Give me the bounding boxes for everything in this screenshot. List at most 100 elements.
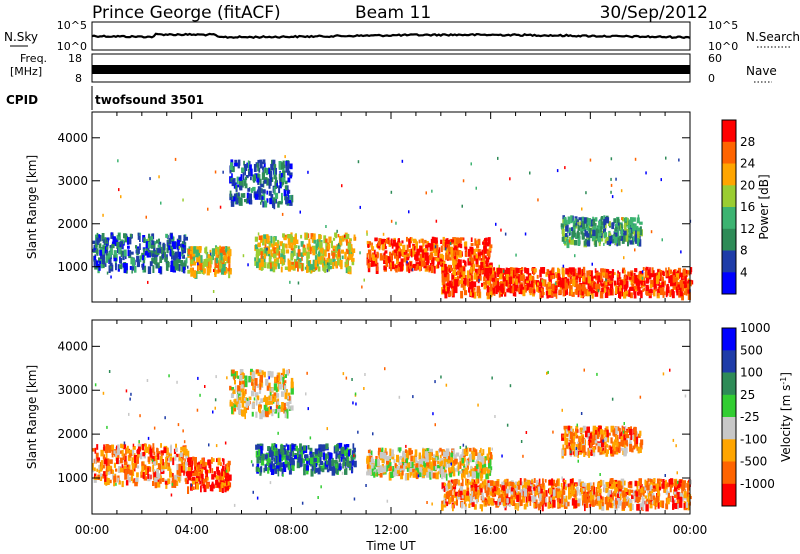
echo-cell <box>325 225 327 228</box>
echo-cell <box>470 251 473 259</box>
echo-cell <box>612 222 615 227</box>
echo-cell <box>631 275 635 282</box>
echo-cell <box>689 270 692 275</box>
echo-cell <box>681 483 683 491</box>
echo-cell <box>599 480 603 486</box>
echo-cell <box>529 171 531 175</box>
echo-cell <box>140 470 144 475</box>
echo-cell <box>215 251 218 260</box>
echo-cell <box>264 177 268 182</box>
echo-cell <box>534 279 537 285</box>
echo-cell <box>446 253 450 260</box>
echo-cell <box>277 457 280 464</box>
echo-cell <box>643 485 646 491</box>
echo-cell <box>345 263 349 268</box>
echo-cell <box>415 265 418 271</box>
echo-cell <box>273 172 277 180</box>
echo-cell <box>632 236 635 241</box>
echo-cell <box>213 267 216 272</box>
echo-cell <box>593 275 596 279</box>
echo-cell <box>437 249 440 258</box>
echo-cell <box>401 159 404 163</box>
echo-cell <box>451 291 455 298</box>
echo-cell <box>592 482 595 489</box>
echo-cell <box>227 462 230 468</box>
echo-cell <box>124 469 128 476</box>
echo-cell <box>162 251 166 258</box>
echo-cell <box>683 496 687 500</box>
echo-cell <box>204 465 207 473</box>
echo-cell <box>458 242 461 246</box>
echo-cell <box>236 194 240 201</box>
echo-cell <box>203 484 207 493</box>
echo-cell <box>477 466 480 475</box>
echo-cell <box>584 229 587 237</box>
echo-cell <box>593 225 597 229</box>
echo-cell <box>444 242 447 248</box>
echo-cell <box>445 448 450 457</box>
echo-cell <box>127 455 130 461</box>
echo-cell <box>653 478 656 483</box>
echo-cell <box>576 287 579 291</box>
echo-cell <box>513 495 516 500</box>
echo-cell <box>591 262 593 266</box>
echo-cell <box>470 495 473 504</box>
echo-cell <box>542 267 546 274</box>
echo-cell <box>259 178 262 186</box>
echo-cell <box>451 288 454 297</box>
echo-cell <box>254 260 258 266</box>
echo-cell <box>485 237 487 245</box>
echo-cell <box>583 227 587 232</box>
echo-cell <box>299 460 302 468</box>
echo-cell <box>112 471 114 477</box>
echo-cell <box>207 258 210 262</box>
echo-cell <box>254 236 258 242</box>
echo-cell <box>117 159 119 163</box>
echo-cell <box>680 250 682 254</box>
echo-cell <box>218 255 221 263</box>
echo-cell <box>574 268 577 275</box>
echo-cell <box>522 289 526 297</box>
echo-cell <box>549 286 552 291</box>
echo-cell <box>182 198 184 202</box>
echo-cell <box>601 283 605 287</box>
echo-cell <box>410 237 413 242</box>
echo-cell <box>570 278 574 284</box>
echo-cell <box>478 275 482 281</box>
echo-cell <box>610 157 613 161</box>
echo-cell <box>473 504 477 510</box>
echo-cell <box>115 254 118 261</box>
echo-cell <box>120 443 123 448</box>
echo-cell <box>514 481 517 485</box>
echo-cell <box>101 233 105 241</box>
echo-cell <box>661 270 665 276</box>
echo-cell <box>255 244 259 250</box>
echo-cell <box>455 499 458 506</box>
echo-cell <box>109 262 113 267</box>
echo-cell <box>136 472 139 478</box>
echo-cell <box>437 471 440 475</box>
echo-cell <box>363 278 365 282</box>
echo-cell <box>263 467 266 473</box>
echo-cell <box>126 445 129 454</box>
echo-cell <box>376 472 379 477</box>
echo-cell <box>190 483 193 491</box>
echo-cell <box>108 251 112 258</box>
echo-cell <box>248 193 252 200</box>
echo-cell <box>482 449 485 456</box>
echo-cell <box>128 476 132 483</box>
echo-cell <box>486 468 489 474</box>
echo-cell <box>165 233 169 238</box>
echo-cell <box>435 457 438 462</box>
echo-cell <box>213 471 216 478</box>
echo-cell <box>571 227 574 232</box>
echo-cell <box>262 193 266 201</box>
echo-cell <box>528 486 532 492</box>
echo-cell <box>441 500 444 506</box>
echo-cell <box>178 235 182 242</box>
echo-cell <box>686 289 690 294</box>
echo-cell <box>295 445 298 452</box>
echo-cell <box>434 245 437 249</box>
echo-cell <box>622 217 625 222</box>
